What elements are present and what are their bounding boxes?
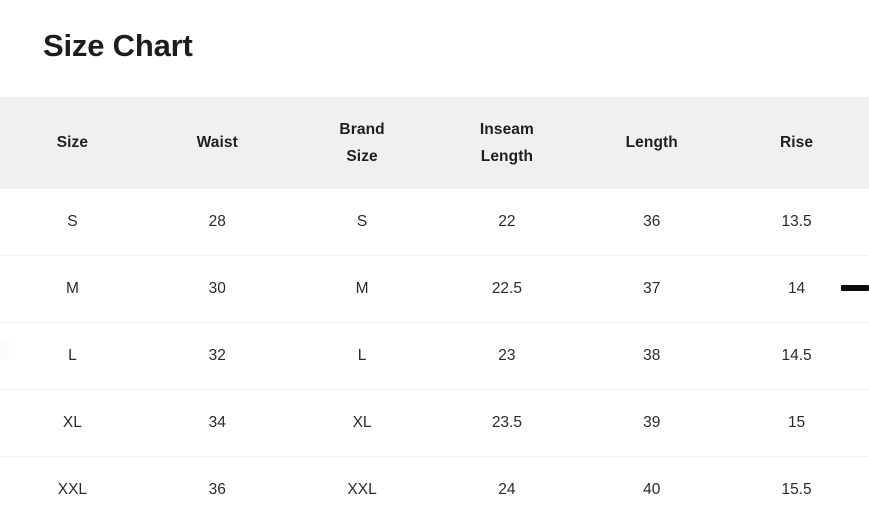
cell-rise: 13.5	[781, 213, 812, 230]
column-header-inseam-length: Inseam Length	[434, 97, 579, 189]
cell-rise: 15.5	[781, 481, 812, 498]
cell-brand-size: XXL	[347, 481, 377, 498]
column-header-waist: Waist	[145, 97, 290, 189]
column-header-brand-size: Brand Size	[290, 97, 435, 189]
cell-waist: 34	[208, 414, 226, 431]
table-row: L 32 L 23 38 14.5	[0, 322, 869, 390]
cell-size: XXL	[57, 481, 88, 498]
column-header-size: Size	[0, 97, 145, 189]
size-chart-table: Size Waist Brand Size Inseam Length Leng…	[0, 97, 869, 518]
cell-length: 37	[643, 280, 661, 297]
cell-length: 39	[643, 414, 661, 431]
cell-length: 36	[643, 213, 661, 230]
left-edge-marker	[0, 340, 9, 360]
table-row: S 28 S 22 36 13.5	[0, 188, 869, 256]
column-header-waist-line-1: Waist	[196, 134, 238, 151]
cell-waist: 32	[208, 347, 226, 364]
table-row: XXL 36 XXL 24 40 15.5	[0, 456, 869, 518]
cell-waist: 36	[208, 481, 226, 498]
right-edge-marker	[841, 285, 869, 291]
table-header-row: Size Waist Brand Size Inseam Length Leng…	[0, 97, 869, 189]
column-header-inseam-length-line-1: Inseam	[479, 120, 534, 138]
cell-inseam-length: 24	[498, 481, 516, 498]
table-body: S 28 S 22 36 13.5 M 30 M 22.5 37 14 L 32…	[0, 188, 869, 518]
column-header-inseam-length-line-2: Length	[480, 147, 534, 165]
cell-size: M	[65, 280, 79, 297]
column-header-size-line-1: Size	[56, 134, 89, 151]
column-header-rise: Rise	[724, 97, 869, 189]
column-header-brand-size-line-2: Size	[346, 147, 378, 165]
cell-size: XL	[62, 414, 82, 431]
cell-inseam-length: 23	[498, 347, 516, 364]
cell-inseam-length: 22	[498, 213, 516, 230]
cell-waist: 30	[208, 280, 226, 297]
cell-brand-size: S	[356, 213, 368, 230]
cell-length: 38	[643, 347, 661, 364]
column-header-length-line-1: Length	[625, 134, 678, 151]
table-row: M 30 M 22.5 37 14	[0, 255, 869, 323]
cell-inseam-length: 23.5	[491, 414, 522, 431]
cell-inseam-length: 22.5	[491, 280, 522, 297]
cell-brand-size: L	[357, 347, 367, 364]
cell-rise: 14	[787, 280, 806, 297]
column-header-rise-line-1: Rise	[779, 134, 814, 151]
page-title: Size Chart	[43, 28, 193, 63]
table-header: Size Waist Brand Size Inseam Length Leng…	[0, 97, 869, 189]
column-header-brand-size-line-1: Brand	[339, 120, 385, 138]
cell-size: S	[67, 213, 78, 230]
cell-rise: 15	[787, 414, 806, 431]
cell-brand-size: XL	[352, 414, 372, 431]
cell-brand-size: M	[355, 280, 369, 297]
column-header-length: Length	[579, 97, 724, 189]
cell-rise: 14.5	[781, 347, 812, 364]
cell-length: 40	[643, 481, 661, 498]
cell-waist: 28	[208, 213, 226, 230]
table-row: XL 34 XL 23.5 39 15	[0, 389, 869, 457]
cell-size: L	[68, 347, 77, 364]
